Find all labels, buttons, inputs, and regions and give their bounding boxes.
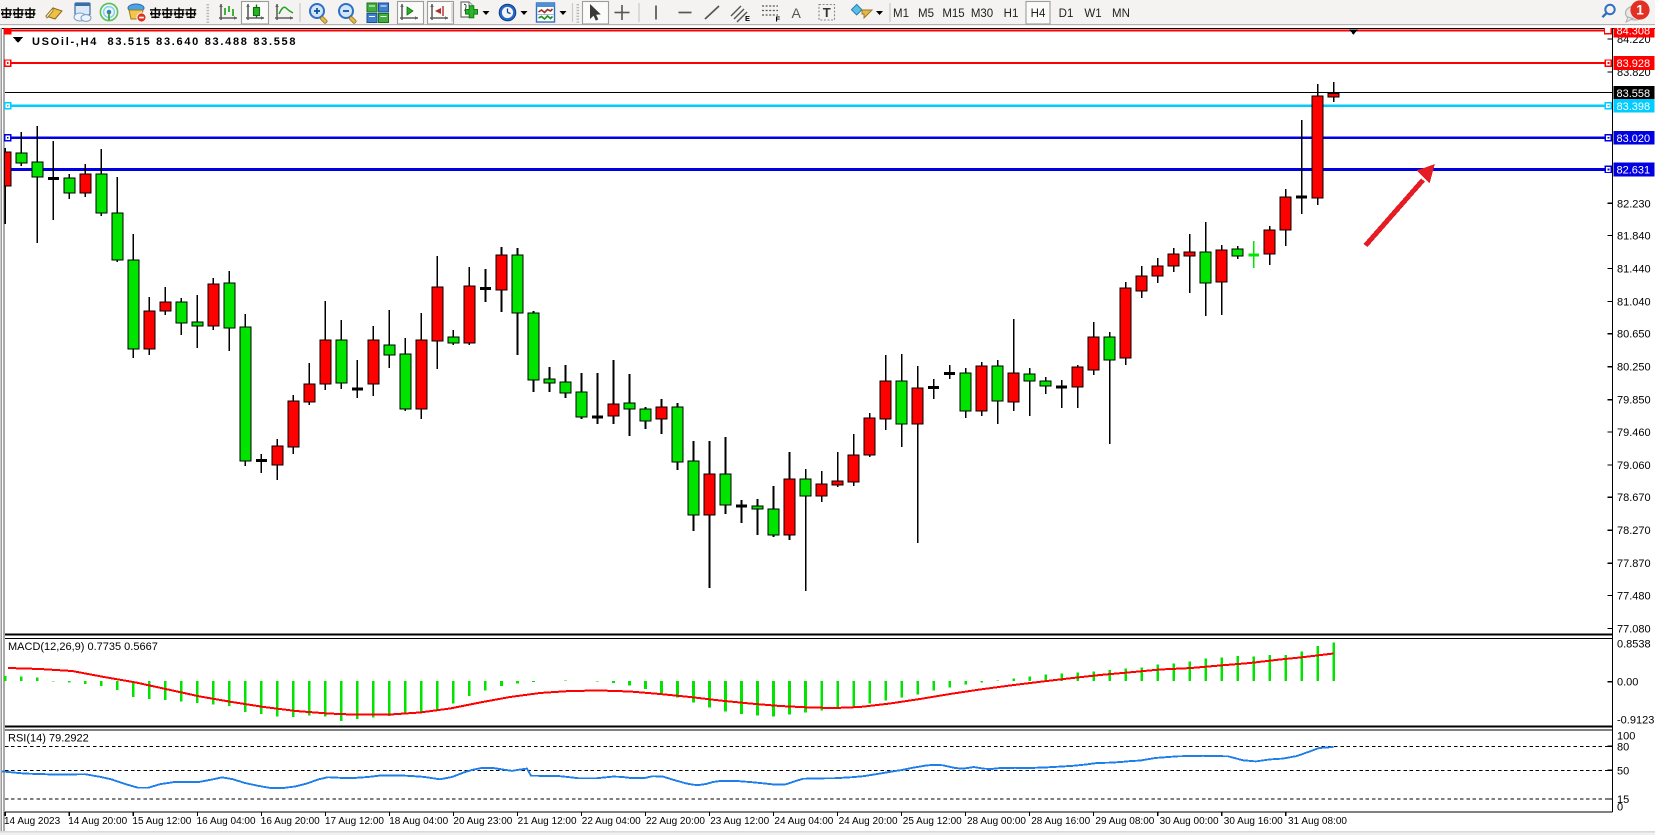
svg-text:M5: M5 xyxy=(918,8,934,20)
svg-text:RSI(14) 79.2922: RSI(14) 79.2922 xyxy=(8,733,89,745)
svg-text:0: 0 xyxy=(1617,802,1623,814)
svg-text:30 Aug 00:00: 30 Aug 00:00 xyxy=(1160,816,1219,827)
svg-text:31 Aug 08:00: 31 Aug 08:00 xyxy=(1288,816,1347,827)
svg-text:0.8538: 0.8538 xyxy=(1617,639,1651,651)
svg-text:79.060: 79.060 xyxy=(1617,460,1651,472)
svg-text:15 Aug 12:00: 15 Aug 12:00 xyxy=(132,816,191,827)
svg-text:M30: M30 xyxy=(971,8,993,20)
svg-text:24 Aug 04:00: 24 Aug 04:00 xyxy=(774,816,833,827)
svg-text:MACD(12,26,9) 0.7735 0.5667: MACD(12,26,9) 0.7735 0.5667 xyxy=(8,641,158,653)
svg-text:78.670: 78.670 xyxy=(1617,492,1651,504)
svg-text:W1: W1 xyxy=(1084,8,1101,20)
svg-text:F: F xyxy=(776,15,781,24)
svg-text:80.250: 80.250 xyxy=(1617,362,1651,374)
svg-text:15: 15 xyxy=(1617,794,1629,806)
svg-text:28 Aug 00:00: 28 Aug 00:00 xyxy=(967,816,1026,827)
svg-text:22 Aug 04:00: 22 Aug 04:00 xyxy=(582,816,641,827)
svg-text:18 Aug 04:00: 18 Aug 04:00 xyxy=(389,816,448,827)
svg-text:83.558: 83.558 xyxy=(1617,88,1651,100)
svg-text:14 Aug 20:00: 14 Aug 20:00 xyxy=(68,816,127,827)
svg-text:81.040: 81.040 xyxy=(1617,297,1651,309)
svg-text:82.230: 82.230 xyxy=(1617,198,1651,210)
svg-text:25 Aug 12:00: 25 Aug 12:00 xyxy=(903,816,962,827)
svg-text:81.840: 81.840 xyxy=(1617,230,1651,242)
svg-text:82.631: 82.631 xyxy=(1617,165,1651,177)
svg-text:83.820: 83.820 xyxy=(1617,67,1651,79)
svg-text:80.650: 80.650 xyxy=(1617,329,1651,341)
svg-text:79.850: 79.850 xyxy=(1617,395,1651,407)
svg-text:29 Aug 08:00: 29 Aug 08:00 xyxy=(1095,816,1154,827)
svg-text:23 Aug 12:00: 23 Aug 12:00 xyxy=(710,816,769,827)
svg-text:20 Aug 23:00: 20 Aug 23:00 xyxy=(453,816,512,827)
svg-text:16 Aug 20:00: 16 Aug 20:00 xyxy=(261,816,320,827)
svg-text:77.080: 77.080 xyxy=(1617,623,1651,635)
svg-text:83.928: 83.928 xyxy=(1617,58,1651,70)
svg-text:H1: H1 xyxy=(1004,8,1019,20)
svg-text:D1: D1 xyxy=(1059,8,1074,20)
svg-text:78.270: 78.270 xyxy=(1617,525,1651,537)
svg-text:M15: M15 xyxy=(942,8,964,20)
svg-text:0.00: 0.00 xyxy=(1617,677,1638,689)
svg-text:MN: MN xyxy=(1112,8,1130,20)
svg-text:77.480: 77.480 xyxy=(1617,590,1651,602)
svg-text:79.460: 79.460 xyxy=(1617,427,1651,439)
svg-text:83.020: 83.020 xyxy=(1617,133,1651,145)
svg-text:H4: H4 xyxy=(1031,8,1046,20)
svg-text:T: T xyxy=(823,5,831,20)
svg-text:M1: M1 xyxy=(893,8,909,20)
svg-text:24 Aug 20:00: 24 Aug 20:00 xyxy=(839,816,898,827)
svg-text:84.308: 84.308 xyxy=(1617,26,1651,38)
svg-text:81.440: 81.440 xyxy=(1617,263,1651,275)
svg-text:16 Aug 04:00: 16 Aug 04:00 xyxy=(197,816,256,827)
svg-text:28 Aug 16:00: 28 Aug 16:00 xyxy=(1031,816,1090,827)
svg-text:17 Aug 12:00: 17 Aug 12:00 xyxy=(325,816,384,827)
svg-text:A: A xyxy=(792,5,802,21)
svg-text:22 Aug 20:00: 22 Aug 20:00 xyxy=(646,816,705,827)
svg-text:E: E xyxy=(745,14,750,23)
svg-text:21 Aug 12:00: 21 Aug 12:00 xyxy=(518,816,577,827)
svg-text:-0.9123: -0.9123 xyxy=(1617,715,1654,727)
svg-text:1: 1 xyxy=(1636,3,1644,18)
svg-text:100: 100 xyxy=(1617,731,1635,743)
svg-text:50: 50 xyxy=(1617,765,1629,777)
svg-text:80: 80 xyxy=(1617,741,1629,753)
svg-text:USOil-,H4 83.515 83.640 83.48: USOil-,H4 83.515 83.640 83.488 83.558 xyxy=(32,36,297,48)
svg-text:83.398: 83.398 xyxy=(1617,101,1651,113)
svg-text:77.870: 77.870 xyxy=(1617,558,1651,570)
svg-text:30 Aug 16:00: 30 Aug 16:00 xyxy=(1224,816,1283,827)
svg-text:14 Aug 2023: 14 Aug 2023 xyxy=(4,816,61,827)
